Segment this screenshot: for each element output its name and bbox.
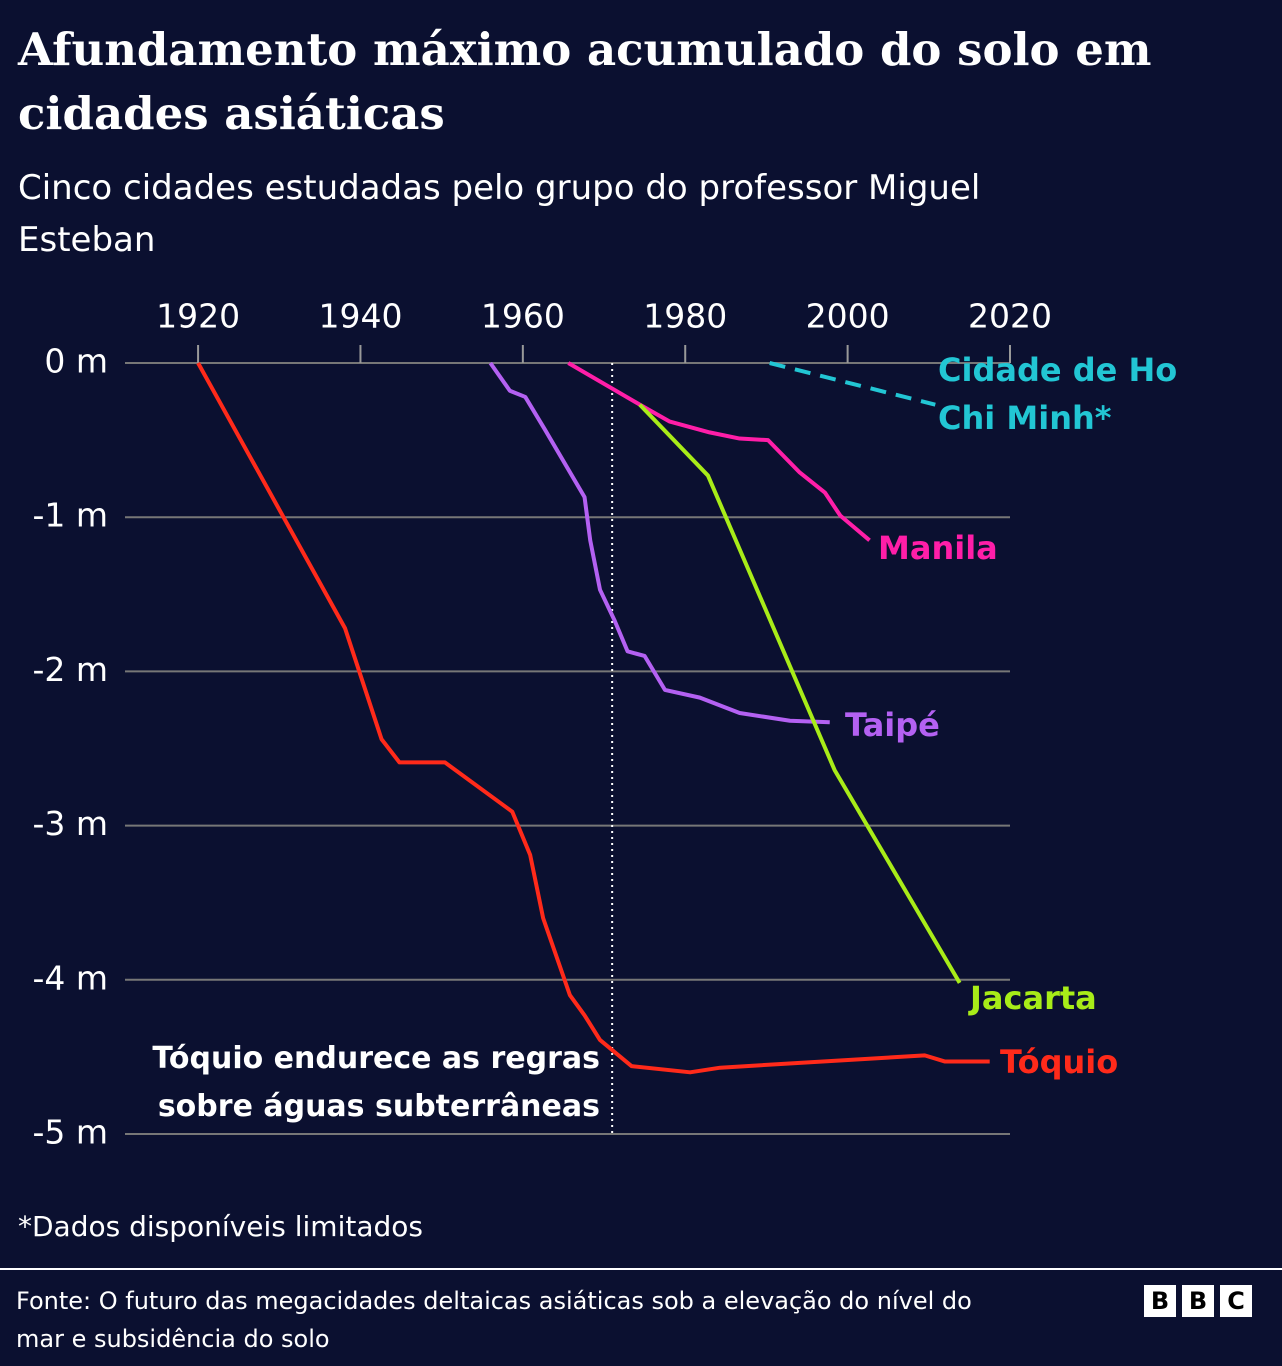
chart-title: Afundamento máximo acumulado do solo em … bbox=[18, 23, 1152, 140]
x-tick-label: 1940 bbox=[318, 297, 402, 336]
line-series bbox=[567, 361, 871, 542]
series-label: Cidade de Ho Chi Minh* bbox=[938, 351, 1178, 437]
logo: B B C bbox=[1144, 1285, 1252, 1317]
source: Fonte: O futuro das megacidades deltaica… bbox=[16, 1287, 972, 1353]
separator bbox=[0, 1268, 1282, 1270]
y-tick-label: -4 m bbox=[32, 958, 108, 997]
annotation: Tóquio endurece as regras sobre águas su… bbox=[152, 1041, 600, 1124]
logo-letter: B bbox=[1144, 1285, 1176, 1317]
line-series bbox=[196, 362, 990, 1075]
y-tick-label: -1 m bbox=[32, 496, 108, 535]
line-series bbox=[638, 403, 962, 984]
x-tick-label: 1980 bbox=[643, 297, 727, 336]
footnote: *Dados disponíveis limitados bbox=[18, 1210, 423, 1243]
series-label: Manila bbox=[878, 529, 998, 567]
series-label: Tóquio bbox=[1000, 1043, 1119, 1081]
logo-letter: B bbox=[1182, 1285, 1214, 1317]
x-tick-label: 2020 bbox=[968, 297, 1052, 336]
series-label: Jacarta bbox=[970, 979, 1097, 1017]
x-tick-label: 2000 bbox=[806, 297, 890, 336]
y-tick-label: -5 m bbox=[32, 1113, 108, 1152]
logo-letter: C bbox=[1220, 1285, 1252, 1317]
x-tick-label: 1920 bbox=[156, 297, 240, 336]
y-tick-label: -2 m bbox=[32, 650, 108, 689]
x-tick-label: 1960 bbox=[481, 297, 565, 336]
series-label: Taipé bbox=[845, 706, 940, 744]
line-series bbox=[488, 361, 830, 725]
chart-subtitle: Cinco cidades estudadas pelo grupo do pr… bbox=[18, 168, 981, 260]
y-tick-label: -3 m bbox=[32, 804, 108, 843]
line-series bbox=[769, 361, 936, 407]
y-tick-label: 0 m bbox=[44, 342, 108, 381]
